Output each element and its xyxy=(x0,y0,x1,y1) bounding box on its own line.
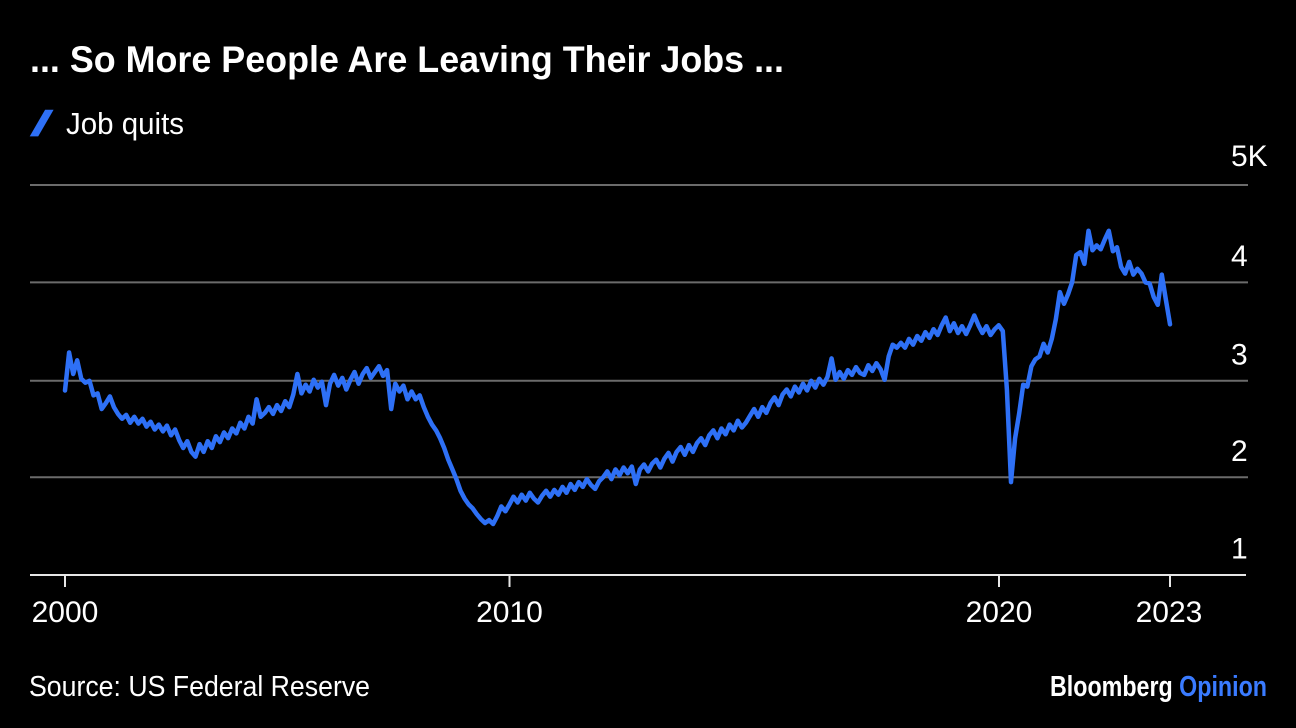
svg-text:2020: 2020 xyxy=(966,596,1033,629)
svg-text:2000: 2000 xyxy=(32,596,99,629)
svg-text:1: 1 xyxy=(1231,533,1248,566)
svg-text:... So More People Are Leaving: ... So More People Are Leaving Their Job… xyxy=(30,38,784,80)
svg-text:2023: 2023 xyxy=(1136,596,1203,629)
svg-text:Bloomberg Opinion: Bloomberg Opinion xyxy=(1050,671,1267,703)
svg-text:2010: 2010 xyxy=(476,596,543,629)
svg-text:2: 2 xyxy=(1231,435,1248,468)
svg-text:Source: US Federal Reserve: Source: US Federal Reserve xyxy=(29,671,370,703)
svg-text:3: 3 xyxy=(1231,339,1248,372)
svg-text:5K: 5K xyxy=(1231,140,1268,173)
svg-text:Job quits: Job quits xyxy=(66,106,184,141)
svg-text:4: 4 xyxy=(1231,240,1248,273)
